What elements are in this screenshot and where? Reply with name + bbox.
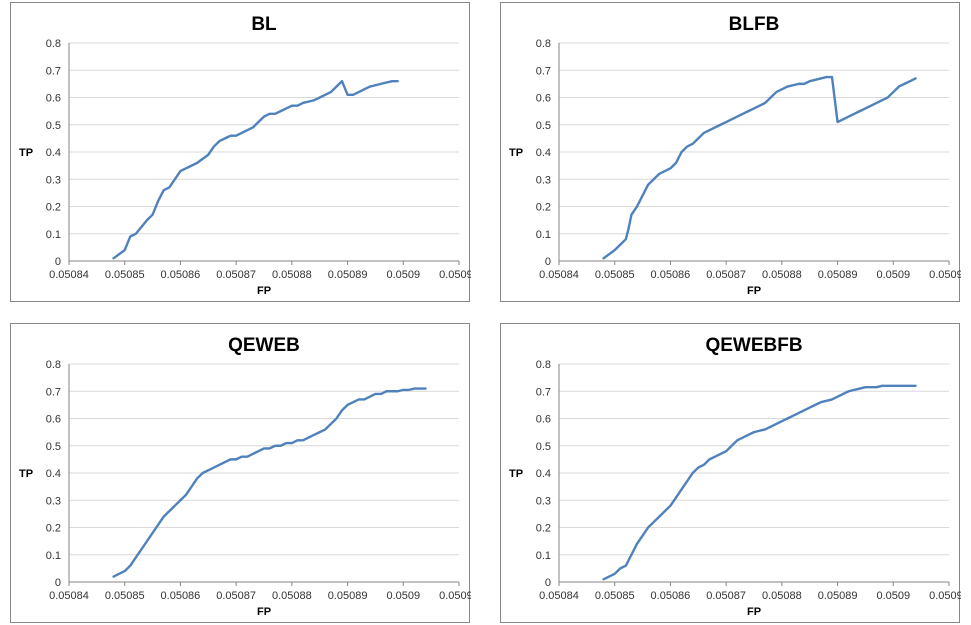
y-tick-label: 0.3 bbox=[46, 495, 61, 507]
y-tick-label: 0.2 bbox=[46, 523, 61, 535]
x-tick-label: 0.05089 bbox=[818, 590, 858, 602]
x-tick-label: 0.05088 bbox=[272, 590, 312, 602]
x-tick-label: 0.05084 bbox=[539, 590, 579, 602]
y-tick-label: 0.6 bbox=[536, 414, 551, 426]
x-tick-label: 0.05091 bbox=[929, 590, 961, 602]
x-tick-label: 0.05087 bbox=[706, 269, 746, 281]
y-tick-label: 0.3 bbox=[536, 495, 551, 507]
x-axis-label: FP bbox=[747, 285, 761, 297]
y-tick-label: 0 bbox=[545, 256, 551, 268]
series-line bbox=[112, 387, 427, 578]
y-tick-label: 0.5 bbox=[46, 120, 61, 132]
series-line bbox=[602, 384, 917, 581]
y-tick-label: 0.1 bbox=[46, 229, 61, 241]
x-tick-label: 0.05087 bbox=[706, 590, 746, 602]
y-tick-label: 0.7 bbox=[46, 386, 61, 398]
y-axis-label: TP bbox=[19, 468, 33, 480]
y-tick-label: 0.8 bbox=[46, 38, 61, 50]
y-tick-label: 0.2 bbox=[46, 202, 61, 214]
x-tick-label: 0.05087 bbox=[216, 590, 256, 602]
x-tick-label: 0.05086 bbox=[161, 269, 201, 281]
x-tick-label: 0.05084 bbox=[49, 590, 89, 602]
y-tick-label: 0.1 bbox=[536, 550, 551, 562]
x-tick-label: 0.05091 bbox=[929, 269, 961, 281]
x-tick-label: 0.0509 bbox=[876, 269, 910, 281]
x-tick-label: 0.05085 bbox=[105, 590, 145, 602]
y-axis-label: TP bbox=[509, 468, 523, 480]
chart-panel-bl: BL 0 0.1 0.2 0.3 0.4 0.5 0.6 0.7 0.8 0.05084 0.0508… bbox=[10, 2, 471, 302]
x-tick-label: 0.05085 bbox=[595, 590, 635, 602]
series-line bbox=[112, 79, 399, 260]
chart-qewebfb: QEWEBFB 0 0.1 0.2 0.3 0.4 0.5 0.6 0.7 0.8 0.05084 0… bbox=[509, 335, 961, 618]
y-tick-label: 0 bbox=[545, 577, 551, 589]
y-tick-label: 0.7 bbox=[536, 386, 551, 398]
y-tick-label: 0.7 bbox=[536, 65, 551, 77]
chart-blfb: BLFB 0 0.1 0.2 0.3 0.4 0.5 0.6 0.7 0.8 0.05084 0.05… bbox=[509, 14, 961, 297]
x-axis-label: FP bbox=[747, 606, 761, 618]
y-axis-label: TP bbox=[19, 147, 33, 159]
y-tick-label: 0.4 bbox=[536, 147, 551, 159]
chart-panel-qewebfb: QEWEBFB 0 0.1 0.2 0.3 0.4 0.5 0.6 0.7 0.8 0.05084 0… bbox=[500, 323, 961, 623]
y-tick-label: 0.6 bbox=[46, 414, 61, 426]
y-tick-label: 0.8 bbox=[536, 359, 551, 371]
x-tick-label: 0.05088 bbox=[762, 590, 802, 602]
y-tick-label: 0.5 bbox=[536, 441, 551, 453]
y-tick-label: 0.7 bbox=[46, 65, 61, 77]
y-tick-label: 0.8 bbox=[536, 38, 551, 50]
x-tick-label: 0.05091 bbox=[439, 590, 471, 602]
y-tick-label: 0.6 bbox=[46, 93, 61, 105]
x-tick-label: 0.0509 bbox=[386, 590, 420, 602]
chart-panel-blfb: BLFB 0 0.1 0.2 0.3 0.4 0.5 0.6 0.7 0.8 0.05084 0.05… bbox=[500, 2, 961, 302]
y-tick-label: 0 bbox=[55, 256, 61, 268]
chart-title: QEWEBFB bbox=[705, 335, 802, 356]
x-tick-label: 0.05086 bbox=[651, 269, 691, 281]
x-tick-label: 0.05084 bbox=[539, 269, 579, 281]
x-tick-label: 0.05085 bbox=[105, 269, 145, 281]
x-tick-label: 0.05089 bbox=[818, 269, 858, 281]
y-tick-label: 0.6 bbox=[536, 93, 551, 105]
x-tick-label: 0.05087 bbox=[216, 269, 256, 281]
series-line bbox=[602, 75, 917, 260]
y-axis-label: TP bbox=[509, 147, 523, 159]
y-tick-label: 0.4 bbox=[536, 468, 551, 480]
y-tick-label: 0.1 bbox=[46, 550, 61, 562]
y-tick-label: 0.3 bbox=[46, 174, 61, 186]
x-tick-label: 0.0509 bbox=[876, 590, 910, 602]
y-tick-label: 0.3 bbox=[536, 174, 551, 186]
y-tick-label: 0.4 bbox=[46, 468, 61, 480]
y-tick-label: 0 bbox=[55, 577, 61, 589]
x-tick-label: 0.05086 bbox=[651, 590, 691, 602]
y-tick-label: 0.2 bbox=[536, 523, 551, 535]
y-tick-label: 0.4 bbox=[46, 147, 61, 159]
x-tick-label: 0.05091 bbox=[439, 269, 471, 281]
x-tick-label: 0.05084 bbox=[49, 269, 89, 281]
chart-title: BLFB bbox=[729, 14, 780, 35]
x-tick-label: 0.05085 bbox=[595, 269, 635, 281]
x-tick-label: 0.05088 bbox=[272, 269, 312, 281]
x-tick-label: 0.05089 bbox=[328, 590, 368, 602]
y-tick-label: 0.5 bbox=[46, 441, 61, 453]
x-axis-label: FP bbox=[257, 285, 271, 297]
x-tick-label: 0.05086 bbox=[161, 590, 201, 602]
x-tick-label: 0.05088 bbox=[762, 269, 802, 281]
x-tick-label: 0.0509 bbox=[386, 269, 420, 281]
y-tick-label: 0.8 bbox=[46, 359, 61, 371]
chart-qeweb: QEWEB 0 0.1 0.2 0.3 0.4 0.5 0.6 0.7 0.8 0.05084 0.0… bbox=[19, 335, 471, 618]
chart-title: QEWEB bbox=[228, 335, 300, 356]
chart-bl: BL 0 0.1 0.2 0.3 0.4 0.5 0.6 0.7 0.8 0.05084 0.0508… bbox=[19, 14, 471, 297]
x-axis-label: FP bbox=[257, 606, 271, 618]
chart-title: BL bbox=[251, 14, 277, 35]
y-tick-label: 0.2 bbox=[536, 202, 551, 214]
chart-panel-qeweb: QEWEB 0 0.1 0.2 0.3 0.4 0.5 0.6 0.7 0.8 0.05084 0.0… bbox=[10, 323, 471, 623]
y-tick-label: 0.5 bbox=[536, 120, 551, 132]
x-tick-label: 0.05089 bbox=[328, 269, 368, 281]
y-tick-label: 0.1 bbox=[536, 229, 551, 241]
